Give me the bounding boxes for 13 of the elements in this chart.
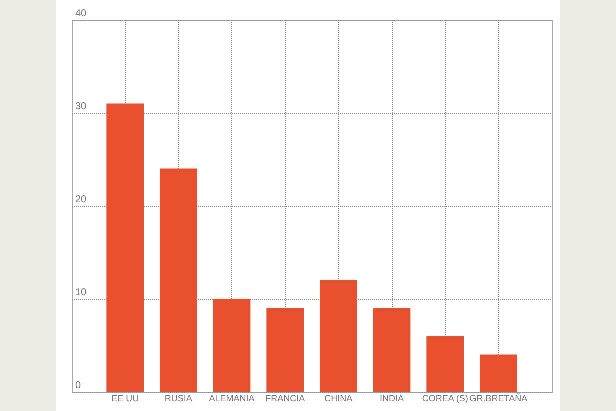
x-tick-label: COREA (S)	[422, 394, 468, 404]
y-tick-label: 20	[76, 194, 88, 206]
x-tick-label: RUSIA	[164, 394, 192, 404]
x-tick-label: CHINA	[324, 394, 353, 404]
y-tick-label: 30	[76, 102, 88, 112]
x-tick-label: FRANCIA	[266, 394, 306, 404]
x-tick-label: GR.BRETAÑA	[470, 394, 528, 404]
x-tick-label: EE UU	[112, 394, 140, 404]
x-tick-label: INDIA	[380, 394, 404, 404]
x-tick-label: ALEMANIA	[209, 394, 255, 404]
y-tick-label: 10	[76, 288, 88, 298]
y-tick-label: 40	[76, 8, 88, 20]
y-tick-label: 0	[76, 380, 82, 392]
